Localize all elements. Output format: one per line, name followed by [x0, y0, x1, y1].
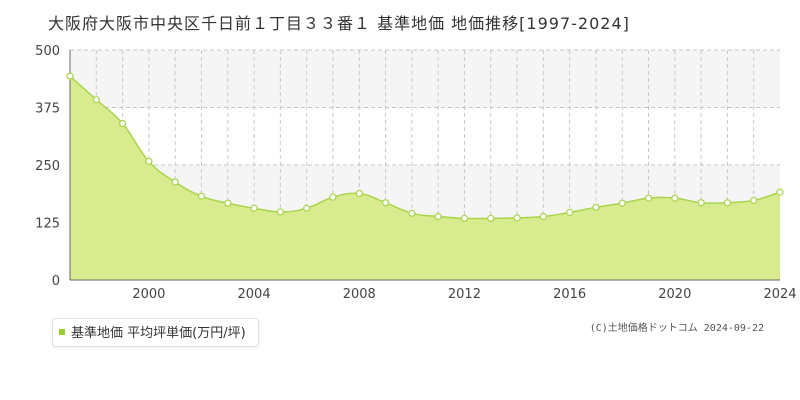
data-point — [224, 199, 232, 207]
data-point — [776, 188, 784, 196]
x-tick-label: 2020 — [658, 287, 691, 302]
series-line — [69, 75, 781, 220]
legend-swatch — [59, 328, 65, 335]
data-point — [671, 194, 679, 202]
y-tick-label: 375 — [35, 102, 60, 117]
data-point — [592, 203, 600, 211]
x-tick-label: 2004 — [238, 287, 271, 302]
y-tick-label: 0 — [52, 274, 60, 289]
x-tick-label: 2024 — [763, 287, 796, 302]
data-point — [381, 199, 390, 207]
x-tick-label: 2016 — [553, 287, 586, 302]
data-point — [145, 157, 153, 165]
x-tick-label: 2012 — [448, 287, 481, 302]
data-point — [276, 208, 284, 216]
data-point — [250, 204, 258, 212]
data-point — [303, 204, 311, 212]
data-point — [118, 119, 127, 128]
data-point — [723, 199, 732, 207]
chart-title: 大阪府大阪市中央区千日前１丁目３３番１ 基準地価 地価推移[1997-2024] — [48, 14, 630, 33]
data-point — [171, 178, 179, 186]
grid-band — [70, 50, 780, 108]
data-point — [697, 199, 705, 207]
data-point — [618, 199, 626, 207]
data-point — [197, 192, 206, 200]
data-point — [329, 193, 337, 201]
data-point — [434, 212, 442, 221]
data-point — [408, 209, 416, 217]
credit-text: (C)土地価格ドットコム 2024-09-22 — [589, 323, 764, 334]
y-tick-label: 125 — [35, 217, 60, 232]
data-point — [487, 214, 495, 222]
data-point — [460, 214, 469, 222]
x-tick-label: 2000 — [132, 287, 165, 302]
series-area — [70, 76, 780, 280]
legend-label: 基準地価 平均坪単価(万円/坪) — [71, 326, 246, 341]
data-point — [539, 212, 547, 221]
data-point — [92, 96, 100, 104]
data-point — [750, 196, 758, 205]
data-point — [513, 214, 521, 222]
data-point — [66, 72, 74, 80]
data-point — [355, 189, 363, 198]
data-point — [644, 194, 653, 202]
data-point — [566, 208, 574, 216]
y-tick-label: 500 — [35, 44, 60, 59]
y-tick-label: 250 — [35, 159, 60, 174]
chart-legend: 基準地価 平均坪単価(万円/坪) — [52, 318, 259, 347]
x-tick-label: 2008 — [343, 287, 376, 302]
